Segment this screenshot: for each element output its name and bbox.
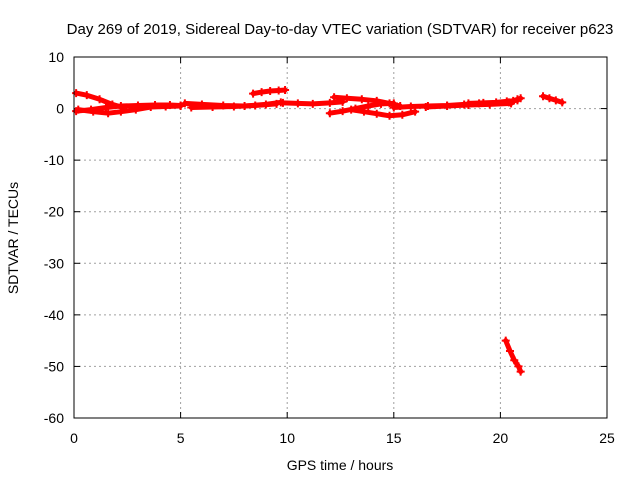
data-point (187, 103, 196, 112)
data-point (308, 99, 317, 108)
data-point (514, 362, 523, 371)
series-markers-9 (347, 105, 420, 120)
data-point (558, 98, 567, 107)
y-tick-label: 10 (48, 49, 64, 65)
series-markers-14 (539, 92, 567, 107)
data-point (398, 110, 407, 119)
data-point (131, 105, 140, 114)
tick-labels: 0 5 10 15 20 25 10 0 -10 -20 -30 -40 -50 -60 (44, 49, 615, 446)
data-point (180, 99, 189, 108)
data-point (389, 103, 398, 112)
x-axis-label: GPS time / hours (287, 457, 394, 473)
y-tick-label: 0 (56, 101, 64, 117)
data-point (161, 102, 170, 111)
data-point (208, 103, 217, 112)
data-point (505, 346, 514, 355)
data-point (74, 105, 83, 114)
data-point (281, 86, 290, 95)
x-tick-label: 10 (279, 430, 295, 446)
series-markers-5 (249, 86, 290, 98)
data-point (229, 102, 238, 111)
data-point (116, 107, 125, 116)
data-point (516, 94, 525, 103)
data-point (95, 95, 104, 104)
data-point (325, 109, 334, 118)
data-point (509, 96, 518, 105)
y-tick-label: -30 (44, 255, 64, 271)
data-point (501, 336, 510, 345)
data-point (364, 101, 373, 110)
y-tick-label: -50 (44, 358, 64, 374)
data-point (510, 356, 519, 365)
data-point (516, 367, 525, 376)
data-point (551, 96, 560, 105)
data-point (251, 101, 260, 110)
data-point (338, 107, 347, 116)
x-tick-label: 25 (599, 430, 615, 446)
data-point (342, 94, 351, 103)
data-point (377, 99, 386, 108)
chart-title: Day 269 of 2019, Sidereal Day-to-day VTE… (67, 21, 614, 38)
data-point (249, 89, 258, 98)
series-markers-4 (187, 99, 281, 112)
series-markers-13 (504, 94, 525, 107)
data-point (385, 111, 394, 120)
y-tick-label: -40 (44, 307, 64, 323)
data-point (176, 101, 185, 110)
y-tick-label: -60 (44, 410, 64, 426)
data-point (485, 100, 494, 109)
data-point (421, 103, 430, 112)
data-point (101, 103, 110, 112)
series-markers-2 (74, 101, 185, 118)
data-point (278, 98, 287, 107)
y-tick-label: -20 (44, 204, 64, 220)
data-point (372, 109, 381, 118)
data-point (72, 89, 81, 98)
x-tick-label: 0 (70, 430, 78, 446)
data-point (443, 101, 452, 110)
series-markers-15 (501, 336, 525, 376)
y-tick-label: -10 (44, 152, 64, 168)
x-tick-label: 15 (386, 430, 402, 446)
x-tick-label: 20 (493, 430, 509, 446)
data-point (104, 109, 113, 118)
data-point (266, 87, 275, 96)
data-point (464, 100, 473, 109)
data-point (89, 107, 98, 116)
data-point (330, 93, 339, 102)
data-point (272, 99, 281, 108)
data-point (347, 105, 356, 114)
data-point (545, 94, 554, 103)
data-point (406, 102, 415, 111)
data-point (146, 103, 155, 112)
data-point (357, 95, 366, 104)
data-point (359, 107, 368, 116)
x-tick-label: 5 (177, 430, 185, 446)
data-point (82, 91, 91, 100)
series-trace-14 (540, 93, 565, 105)
y-axis-label: SDTVAR / TECUs (5, 182, 21, 294)
data-point (539, 92, 548, 101)
data-point (504, 98, 513, 107)
plot-frame (73, 56, 608, 419)
data-point (257, 88, 266, 97)
data-series (72, 86, 567, 376)
data-point (325, 98, 334, 107)
data-point (293, 99, 302, 108)
data-point (411, 107, 420, 116)
